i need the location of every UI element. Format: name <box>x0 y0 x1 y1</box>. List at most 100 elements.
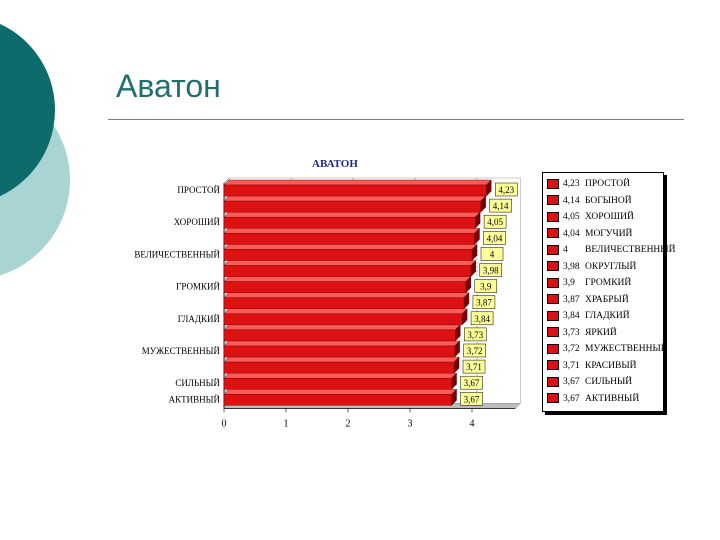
legend-label: ЯРКИЙ <box>585 327 617 338</box>
legend-item-14: 3,67 АКТИВНЫЙ <box>547 392 639 407</box>
legend-swatch <box>547 244 559 255</box>
x-tick-label-1: 1 <box>284 418 289 429</box>
x-tick-label-3: 3 <box>408 418 413 429</box>
legend-swatch <box>547 178 559 189</box>
category-label-14: АКТИВНЫЙ <box>169 394 221 404</box>
value-label-3: 4,05 <box>483 214 507 229</box>
bar-6 <box>223 260 477 278</box>
legend-swatch <box>547 327 559 338</box>
value-label-4: 4,04 <box>483 231 506 245</box>
x-tick-label-2: 2 <box>346 418 351 429</box>
legend-label: КРАСИВЫЙ <box>585 360 637 371</box>
value-label-9: 3,84 <box>470 311 494 326</box>
legend-label: ХРАБРЫЙ <box>585 294 629 305</box>
legend-item-8: 3,87 ХРАБРЫЙ <box>547 293 629 308</box>
chart-category-labels: ПРОСТОЙ ХОРОШИЙ ВЕЛИЧЕСТВЕННЫЙ ГРОМКИЙ ГЛАДК… <box>134 185 220 404</box>
category-label-7: ГРОМКИЙ <box>176 282 220 292</box>
bar-1 <box>223 179 492 197</box>
legend-label: ГЛАДКИЙ <box>585 311 630 321</box>
bar-12 <box>223 356 460 374</box>
legend-item-10: 3,73 ЯРКИЙ <box>547 326 617 341</box>
legend-value: 3,67 <box>563 393 580 404</box>
legend-item-3: 4,05 ХОРОШИЙ <box>547 210 634 225</box>
svg-text:4,04: 4,04 <box>487 233 503 243</box>
title-divider <box>108 119 684 120</box>
legend-value: 3,98 <box>563 261 580 272</box>
legend-swatch <box>547 261 559 272</box>
value-label-7: 3,9 <box>474 279 498 293</box>
bar-2 <box>223 195 487 213</box>
value-label-8: 3,87 <box>472 295 496 309</box>
legend-value: 3,84 <box>563 311 580 321</box>
legend-value: 4,04 <box>563 228 580 239</box>
svg-text:3,98: 3,98 <box>483 266 499 276</box>
bar-10 <box>223 324 461 342</box>
legend-value: 3,87 <box>563 294 580 305</box>
legend-label: ХОРОШИЙ <box>585 212 634 222</box>
bar-11 <box>223 340 461 358</box>
value-label-1: 4,23 <box>495 182 518 197</box>
legend-value: 3,72 <box>563 344 580 354</box>
legend-value: 4,05 <box>563 212 580 222</box>
legend-item-12: 3,71 КРАСИВЫЙ <box>547 359 636 374</box>
legend-value: 4 <box>563 245 568 255</box>
bar-5 <box>223 243 478 261</box>
chart-title: АВАТОН <box>312 158 358 170</box>
legend-value: 4,23 <box>563 179 580 189</box>
legend-swatch <box>547 343 559 354</box>
legend-label: МОГУЧИЙ <box>585 228 633 239</box>
legend-item-13: 3,67 СИЛЬНЫЙ <box>547 375 632 390</box>
legend-label: ВЕЛИЧЕСТВЕННЫЙ <box>585 245 676 255</box>
legend-label: БОГЫНОЙ <box>585 195 632 206</box>
bar-7 <box>223 276 472 294</box>
svg-text:3,9: 3,9 <box>480 282 492 292</box>
svg-text:4,14: 4,14 <box>493 201 509 211</box>
category-label-3: ХОРОШИЙ <box>174 217 221 227</box>
value-label-2: 4,14 <box>489 198 512 213</box>
category-label-13: СИЛЬНЫЙ <box>175 378 220 388</box>
legend-label: СИЛЬНЫЙ <box>585 377 633 387</box>
legend-swatch <box>547 360 559 371</box>
legend-value: 3,71 <box>563 360 580 371</box>
legend-swatch <box>547 393 559 404</box>
x-tick-label-4: 4 <box>470 418 475 429</box>
bar-chart: ПРОСТОЙ ХОРОШИЙ ВЕЛИЧЕСТВЕННЫЙ ГРОМКИЙ ГЛАДК… <box>134 177 522 429</box>
svg-text:3,72: 3,72 <box>467 346 483 356</box>
x-tick-label-0: 0 <box>222 418 227 429</box>
value-label-14: 3,67 <box>460 392 483 406</box>
legend-swatch <box>547 310 559 321</box>
svg-text:4: 4 <box>490 249 495 259</box>
legend-label: МУЖЕСТВЕННЫЙ <box>585 344 668 354</box>
chart-x-ticks: 0 1 2 3 4 <box>222 408 475 429</box>
value-label-6: 3,98 <box>479 263 503 277</box>
chart-value-labels: 4,23 4,14 4,05 4,04 4 3,98 3,9 3,87 3,84 3,73 3,72… <box>460 182 518 406</box>
legend-label: АКТИВНЫЙ <box>585 393 640 404</box>
value-label-12: 3,71 <box>462 359 486 374</box>
legend-item-7: 3,9 ГРОМКИЙ <box>547 276 631 291</box>
legend-label: ОКРУГЛЫЙ <box>585 261 637 272</box>
bar-3 <box>223 211 481 229</box>
legend-swatch <box>547 195 559 206</box>
legend-value: 3,67 <box>563 377 580 387</box>
legend-value: 3,9 <box>563 278 575 288</box>
legend-label: ПРОСТОЙ <box>585 179 630 189</box>
legend-swatch <box>547 211 559 222</box>
category-label-5: ВЕЛИЧЕСТВЕННЫЙ <box>134 249 220 259</box>
bar-4 <box>223 227 480 245</box>
bar-14 <box>223 388 458 406</box>
legend-swatch <box>547 376 559 387</box>
legend-swatch <box>547 228 559 239</box>
legend-item-6: 3,98 ОКРУГЛЫЙ <box>547 260 636 275</box>
category-label-11: МУЖЕСТВЕННЫЙ <box>142 346 221 356</box>
legend-item-1: 4,23 ПРОСТОЙ <box>547 177 630 192</box>
legend-swatch <box>547 294 559 305</box>
bar-13 <box>223 372 458 390</box>
legend-item-5: 4 ВЕЛИЧЕСТВЕННЫЙ <box>547 243 675 258</box>
svg-text:4,23: 4,23 <box>498 185 514 195</box>
legend-item-2: 4,14 БОГЫНОЙ <box>547 194 632 209</box>
legend-item-4: 4,04 МОГУЧИЙ <box>547 227 632 242</box>
chart-bars <box>223 179 492 406</box>
svg-text:4,05: 4,05 <box>487 217 503 227</box>
legend-label: ГРОМКИЙ <box>585 278 632 288</box>
category-label-9: ГЛАДКИЙ <box>178 314 221 324</box>
